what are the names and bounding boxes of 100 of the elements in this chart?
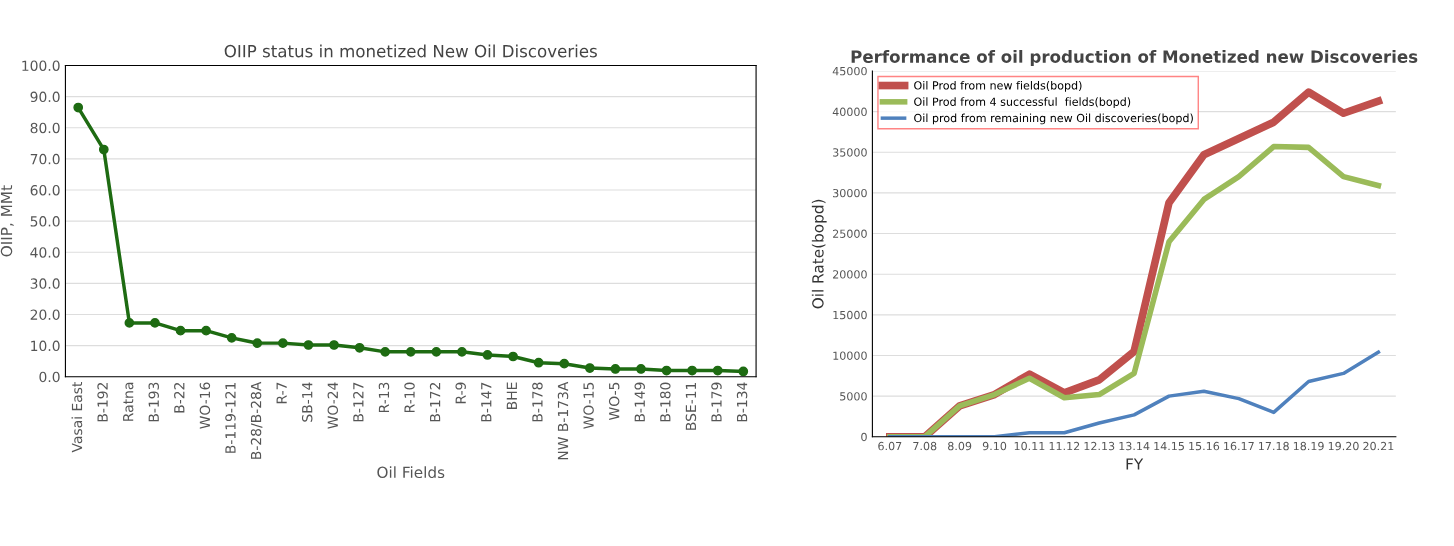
point [150, 318, 160, 328]
y-tick-label: 50.0 [30, 216, 60, 227]
point [303, 340, 314, 350]
y-axis-title: OIIP, MMt [0, 185, 14, 257]
y-tick-label: 30.0 [30, 278, 60, 289]
point [508, 351, 518, 362]
point [559, 358, 570, 369]
x-tick-label: B-149 [634, 382, 645, 422]
x-tick-label: 17.18 [1259, 441, 1289, 451]
x-axis-title: FY [1126, 458, 1144, 470]
x-tick-label: R-10 [404, 382, 415, 413]
y-tick-label: 80.0 [30, 122, 60, 134]
point [329, 340, 339, 350]
point [405, 346, 416, 357]
x-tick-label: 16.17 [1224, 441, 1254, 451]
x-tick-label: WO-5 [608, 382, 620, 421]
y-tick-label: 90.0 [30, 91, 60, 103]
point [175, 325, 186, 336]
point [661, 365, 672, 376]
y-tick-label: 40000 [832, 107, 867, 117]
chart-title: OIIP status in monetized New Oil Discoveries [224, 44, 597, 58]
point [636, 364, 646, 374]
y-tick-label: 10.0 [31, 340, 60, 352]
x-tick-label: WO-15 [583, 382, 594, 429]
y-tick-label: 5000 [840, 392, 867, 401]
x-tick-label: 18.19 [1293, 441, 1324, 451]
x-tick-label: 14.15 [1154, 442, 1184, 451]
x-tick-label: 15.16 [1189, 441, 1220, 451]
y-tick-label: 35000 [833, 148, 867, 157]
x-tick-label: 6.07 [878, 441, 902, 451]
point [252, 338, 263, 348]
point [610, 364, 621, 374]
x-tick-label: BHE [506, 382, 517, 409]
point [738, 366, 749, 377]
x-tick-label: 12.13 [1084, 441, 1115, 451]
y-tick-label: 15000 [833, 310, 867, 320]
x-tick-label: B-28/B-28A [250, 381, 263, 459]
x-tick-label: SB-14 [301, 382, 313, 422]
x-tick-label: B-179 [711, 382, 722, 422]
x-tick-label: B-172 [429, 382, 441, 422]
x-tick-label: R-13 [378, 382, 390, 413]
y-tick-label: 70.0 [30, 153, 60, 165]
point [201, 325, 211, 336]
point [687, 365, 697, 376]
legend-label: Oil Prod from 4 successful fields(bopd) [914, 97, 1131, 109]
point [380, 346, 391, 357]
x-tick-label: 11.12 [1049, 441, 1080, 451]
x-tick-label: BSE-11 [685, 382, 697, 430]
point [226, 332, 237, 343]
x-tick-label: 10.11 [1014, 441, 1045, 451]
point [277, 338, 288, 348]
x-tick-label: B-180 [660, 382, 671, 422]
y-axis-title: Oil Rate(bopd) [811, 199, 827, 309]
y-tick-label: 0 [861, 432, 867, 442]
point [584, 363, 595, 373]
y-tick-label: 30000 [833, 188, 867, 198]
y-tick-label: 60.0 [30, 184, 60, 196]
x-tick-label: NW B-173A [557, 381, 569, 460]
chart-title: Performance of oil production of Monetized new Discoveries [851, 49, 1418, 67]
legend-label: Oil Prod from new fields(bopd) [914, 80, 1082, 92]
x-tick-label: 9.10 [982, 441, 1007, 451]
point [482, 350, 493, 360]
y-tick-label: 0.0 [39, 371, 60, 383]
point [98, 144, 109, 155]
y-tick-label: 45000 [832, 66, 867, 76]
x-tick-label: B-119-121 [225, 382, 236, 453]
x-axis-title: Oil Fields [377, 466, 445, 479]
x-tick-label: B-193 [148, 382, 159, 422]
x-tick-label: R-7 [276, 382, 287, 404]
point [124, 318, 135, 328]
legend-label: Oil prod from remaining new Oil discoveries(bopd) [914, 113, 1193, 125]
x-tick-label: B-192 [97, 382, 108, 422]
x-tick-label: B-22 [174, 382, 185, 413]
x-tick-label: 13.14 [1119, 441, 1150, 451]
x-tick-label: B-178 [532, 382, 543, 422]
point [431, 346, 442, 357]
x-tick-label: Ratna [123, 382, 134, 421]
x-tick-label: WO-24 [327, 382, 339, 429]
x-tick-label: R-9 [455, 382, 466, 404]
x-tick-label: 8.09 [948, 441, 972, 451]
x-tick-label: 19.20 [1328, 441, 1359, 451]
x-tick-label: B-134 [736, 382, 748, 422]
point [533, 357, 544, 368]
point [354, 342, 365, 353]
point [457, 346, 467, 357]
x-tick-label: B-147 [481, 382, 492, 422]
y-tick-label: 40.0 [30, 247, 60, 258]
x-tick-label: 20.21 [1363, 441, 1394, 451]
point [73, 102, 84, 113]
y-tick-label: 20.0 [30, 309, 60, 320]
y-tick-label: 10000 [833, 351, 867, 360]
point [712, 365, 723, 376]
y-tick-label: 100.0 [22, 60, 60, 71]
y-tick-label: 25000 [833, 229, 867, 238]
x-tick-label: B-127 [353, 382, 364, 422]
line-series [888, 350, 1381, 437]
x-tick-label: 7.08 [913, 441, 937, 451]
x-tick-label: WO-16 [199, 382, 211, 429]
y-tick-label: 20000 [833, 270, 867, 279]
x-tick-label: Vasai East [71, 381, 83, 453]
